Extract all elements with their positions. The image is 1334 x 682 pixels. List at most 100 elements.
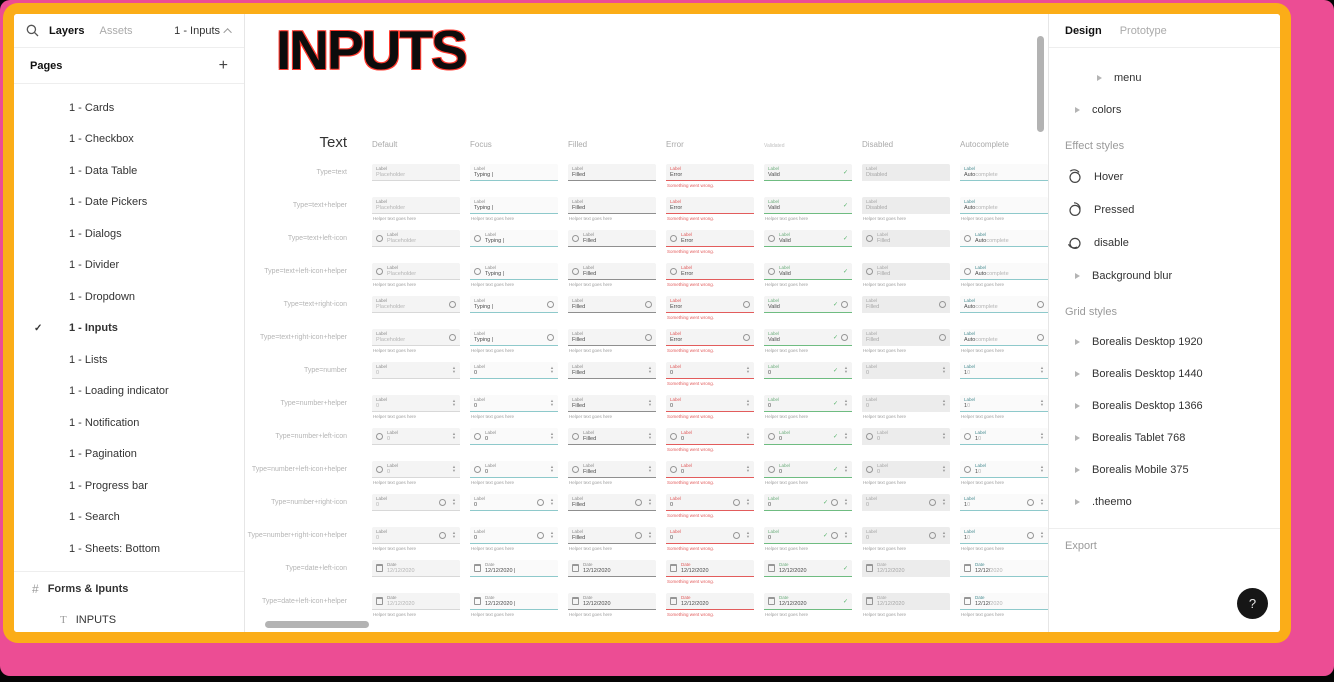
tree-item-menu[interactable]: menu [1049, 62, 1280, 94]
input-component-filled[interactable]: Label Filled ▲ ▼ [568, 428, 656, 445]
input-component-filled[interactable]: Label Filled [568, 329, 656, 346]
input-component-autocomplete[interactable]: Label Autocomplete [960, 263, 1048, 280]
input-component-filled[interactable]: Label Filled ▲ ▼ [568, 362, 656, 379]
number-stepper[interactable]: ▲ ▼ [841, 398, 848, 408]
input-component-focus[interactable]: Label Typing | [470, 329, 558, 346]
number-stepper[interactable]: ▲ ▼ [743, 365, 750, 375]
sidebar-page-item[interactable]: 1 - Divider [14, 250, 244, 282]
sidebar-page-item[interactable]: 1 - Checkbox [14, 124, 244, 156]
effect-style-item[interactable]: Pressed [1049, 193, 1280, 226]
number-stepper[interactable]: ▲ ▼ [1037, 398, 1044, 408]
effect-style-item[interactable]: Hover [1049, 160, 1280, 193]
input-component-focus[interactable]: Label 0 ▲ ▼ [470, 527, 558, 544]
input-component-focus[interactable]: Label Typing | [470, 230, 558, 247]
disclosure-triangle-icon[interactable] [1075, 107, 1080, 113]
number-stepper[interactable]: ▲ ▼ [645, 530, 652, 540]
input-component-validated[interactable]: Label Valid ✓ [764, 329, 852, 346]
input-component-error[interactable]: Label Error [666, 164, 754, 181]
input-component-focus[interactable]: Date 12/12/2020 | [470, 560, 558, 577]
input-component-default[interactable]: Date 12/12/2020 [372, 593, 460, 610]
input-component-autocomplete[interactable]: Date 12/12/2020 [960, 560, 1048, 577]
number-stepper[interactable]: ▲ ▼ [645, 431, 652, 441]
input-component-default[interactable]: Label Placeholder [372, 164, 460, 181]
number-stepper[interactable]: ▲ ▼ [939, 497, 946, 507]
input-component-filled[interactable]: Label Filled [568, 230, 656, 247]
input-component-focus[interactable]: Label 0 ▲ ▼ [470, 395, 558, 412]
number-stepper[interactable]: ▲ ▼ [547, 530, 554, 540]
input-component-default[interactable]: Label 0 ▲ ▼ [372, 428, 460, 445]
input-component-error[interactable]: Label 0 ▲ ▼ [666, 395, 754, 412]
number-stepper[interactable]: ▲ ▼ [645, 464, 652, 474]
number-stepper[interactable]: ▲ ▼ [645, 365, 652, 375]
input-component-error[interactable]: Label Error [666, 197, 754, 214]
input-component-error[interactable]: Label Error [666, 263, 754, 280]
input-component-autocomplete[interactable]: Label 10 ▲ ▼ [960, 428, 1048, 445]
input-component-autocomplete[interactable]: Label Autocomplete [960, 230, 1048, 247]
number-stepper[interactable]: ▲ ▼ [743, 431, 750, 441]
tab-assets[interactable]: Assets [99, 24, 133, 37]
number-stepper[interactable]: ▲ ▼ [743, 497, 750, 507]
grid-style-item[interactable]: Borealis Desktop 1440 [1049, 358, 1280, 390]
sidebar-page-item[interactable]: 1 - Notification [14, 407, 244, 439]
number-stepper[interactable]: ▲ ▼ [645, 497, 652, 507]
input-component-default[interactable]: Label Placeholder [372, 329, 460, 346]
number-stepper[interactable]: ▲ ▼ [939, 398, 946, 408]
input-component-error[interactable]: Label Error [666, 329, 754, 346]
input-component-autocomplete[interactable]: Label Autocomplete [960, 296, 1048, 313]
input-component-validated[interactable]: Label Valid ✓ [764, 164, 852, 181]
input-component-disabled[interactable]: Label Filled [862, 296, 950, 313]
input-component-disabled[interactable]: Label Filled [862, 329, 950, 346]
sidebar-page-item[interactable]: 1 - Loading indicator [14, 376, 244, 408]
input-component-disabled[interactable]: Label 0 ▲ ▼ [862, 395, 950, 412]
input-component-disabled[interactable]: Date 12/12/2020 [862, 560, 950, 577]
number-stepper[interactable]: ▲ ▼ [743, 530, 750, 540]
input-component-default[interactable]: Label Placeholder [372, 230, 460, 247]
sidebar-page-item[interactable]: 1 - Dialogs [14, 218, 244, 250]
input-component-error[interactable]: Label 0 ▲ ▼ [666, 494, 754, 511]
input-component-filled[interactable]: Label Filled [568, 296, 656, 313]
disclosure-triangle-icon[interactable] [1097, 75, 1102, 81]
number-stepper[interactable]: ▲ ▼ [743, 398, 750, 408]
sidebar-page-item[interactable]: 1 - Pagination [14, 439, 244, 471]
number-stepper[interactable]: ▲ ▼ [547, 464, 554, 474]
input-component-default[interactable]: Label Placeholder [372, 197, 460, 214]
input-component-disabled[interactable]: Label Disabled [862, 197, 950, 214]
grid-style-item[interactable]: Borealis Mobile 375 [1049, 454, 1280, 486]
grid-style-item[interactable]: Borealis Desktop 1366 [1049, 390, 1280, 422]
sidebar-page-item[interactable]: 1 - Date Pickers [14, 187, 244, 219]
sidebar-page-item[interactable]: 1 - Lists [14, 344, 244, 376]
input-component-disabled[interactable]: Label 0 ▲ ▼ [862, 494, 950, 511]
input-component-default[interactable]: Label 0 ▲ ▼ [372, 395, 460, 412]
input-component-default[interactable]: Label 0 ▲ ▼ [372, 362, 460, 379]
input-component-autocomplete[interactable]: Label Autocomplete [960, 164, 1048, 181]
layer-row-frame[interactable]: # Forms & Ipunts [14, 574, 244, 605]
input-component-validated[interactable]: Date 12/12/2020 ✓ [764, 593, 852, 610]
number-stepper[interactable]: ▲ ▼ [1037, 497, 1044, 507]
sidebar-page-item[interactable]: 1 - Sheets: Bottom [14, 533, 244, 565]
vertical-scrollbar[interactable] [1037, 36, 1044, 132]
input-component-error[interactable]: Label 0 ▲ ▼ [666, 362, 754, 379]
input-component-disabled[interactable]: Label Filled [862, 263, 950, 280]
number-stepper[interactable]: ▲ ▼ [841, 365, 848, 375]
help-button[interactable]: ? [1237, 588, 1268, 619]
input-component-filled[interactable]: Date 12/12/2020 [568, 593, 656, 610]
input-component-autocomplete[interactable]: Date 12/12/2020 [960, 593, 1048, 610]
grid-style-item[interactable]: .theemo [1049, 486, 1280, 518]
input-component-filled[interactable]: Label Filled ▲ ▼ [568, 527, 656, 544]
input-component-autocomplete[interactable]: Label 10 ▲ ▼ [960, 395, 1048, 412]
input-component-autocomplete[interactable]: Label 10 ▲ ▼ [960, 494, 1048, 511]
input-component-default[interactable]: Label Placeholder [372, 296, 460, 313]
input-component-disabled[interactable]: Label 0 ▲ ▼ [862, 428, 950, 445]
search-icon[interactable] [26, 24, 39, 37]
effect-style-item[interactable]: Background blur [1049, 259, 1280, 292]
input-component-filled[interactable]: Label Filled ▲ ▼ [568, 461, 656, 478]
input-component-default[interactable]: Label 0 ▲ ▼ [372, 527, 460, 544]
horizontal-scrollbar[interactable] [265, 621, 369, 628]
input-component-default[interactable]: Label 0 ▲ ▼ [372, 461, 460, 478]
input-component-filled[interactable]: Date 12/12/2020 [568, 560, 656, 577]
number-stepper[interactable]: ▲ ▼ [1037, 530, 1044, 540]
input-component-validated[interactable]: Label 0 ✓ ▲ ▼ [764, 494, 852, 511]
number-stepper[interactable]: ▲ ▼ [939, 530, 946, 540]
input-component-focus[interactable]: Label 0 ▲ ▼ [470, 362, 558, 379]
disclosure-triangle-icon[interactable] [1075, 499, 1080, 505]
